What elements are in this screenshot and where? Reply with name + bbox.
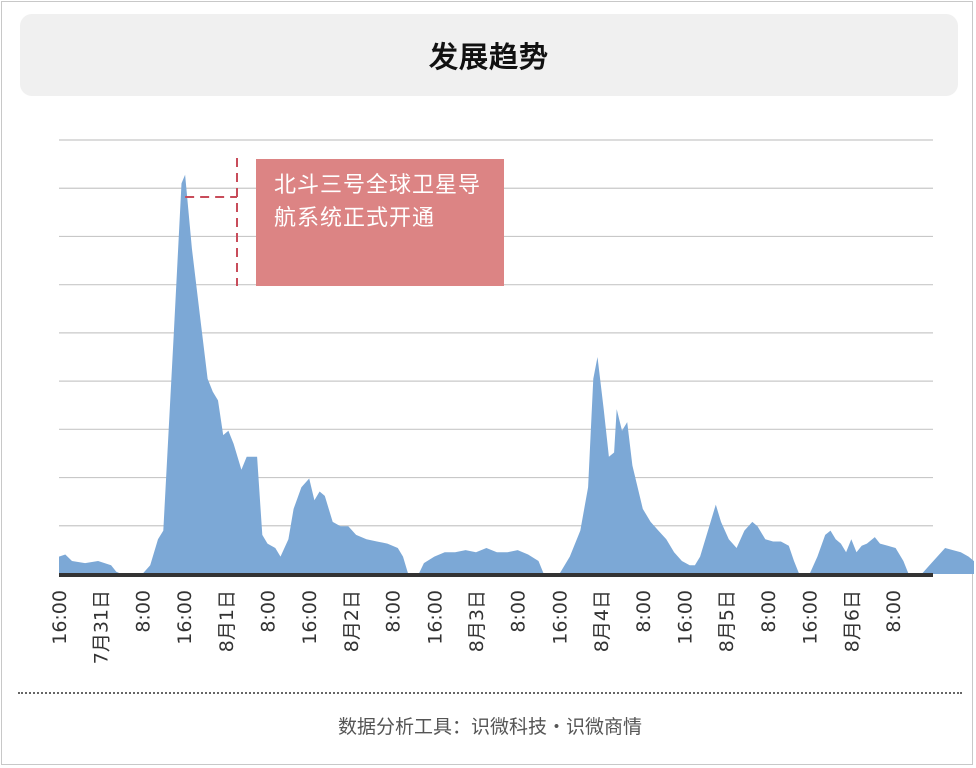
x-tick-label: 8:00 bbox=[633, 590, 655, 633]
x-tick-label: 16:00 bbox=[49, 590, 71, 645]
x-tick-label: 8月6日 bbox=[841, 590, 863, 652]
x-tick-label: 16:00 bbox=[675, 590, 697, 645]
title-bar: 发展趋势 bbox=[20, 14, 958, 96]
x-tick-label: 8:00 bbox=[258, 590, 280, 633]
footer-credit: 数据分析工具：识微科技・识微商情 bbox=[337, 716, 642, 738]
x-tick-label: 16:00 bbox=[424, 590, 446, 645]
x-tick-label: 8月5日 bbox=[716, 590, 738, 652]
x-tick-label: 8月1日 bbox=[216, 590, 238, 652]
x-tick-label: 8月4日 bbox=[591, 590, 613, 652]
x-tick-label: 7月31日 bbox=[91, 590, 113, 664]
annotation-callout: 北斗三号全球卫星导航系统正式开通 bbox=[256, 159, 504, 286]
x-tick-label: 16:00 bbox=[174, 590, 196, 645]
x-tick-label: 16:00 bbox=[800, 590, 822, 645]
footer-divider bbox=[18, 692, 962, 694]
x-tick-label: 16:00 bbox=[549, 590, 571, 645]
x-tick-label: 8:00 bbox=[758, 590, 780, 633]
x-tick-label: 8月3日 bbox=[466, 590, 488, 652]
chart-title: 发展趋势 bbox=[428, 40, 549, 74]
area-series bbox=[59, 174, 974, 574]
x-tick-label: 8:00 bbox=[883, 590, 905, 633]
x-tick-label: 16:00 bbox=[299, 590, 321, 645]
x-tick-label: 8:00 bbox=[132, 590, 154, 633]
x-tick-label: 8月2日 bbox=[341, 590, 363, 652]
trend-chart: 16:00 7月31日 8:00 16:00 8月1日 8:00 16:00 8月2日 8:00… bbox=[49, 139, 974, 664]
x-tick-label: 8:00 bbox=[508, 590, 530, 633]
x-tick-label: 8:00 bbox=[383, 590, 405, 633]
